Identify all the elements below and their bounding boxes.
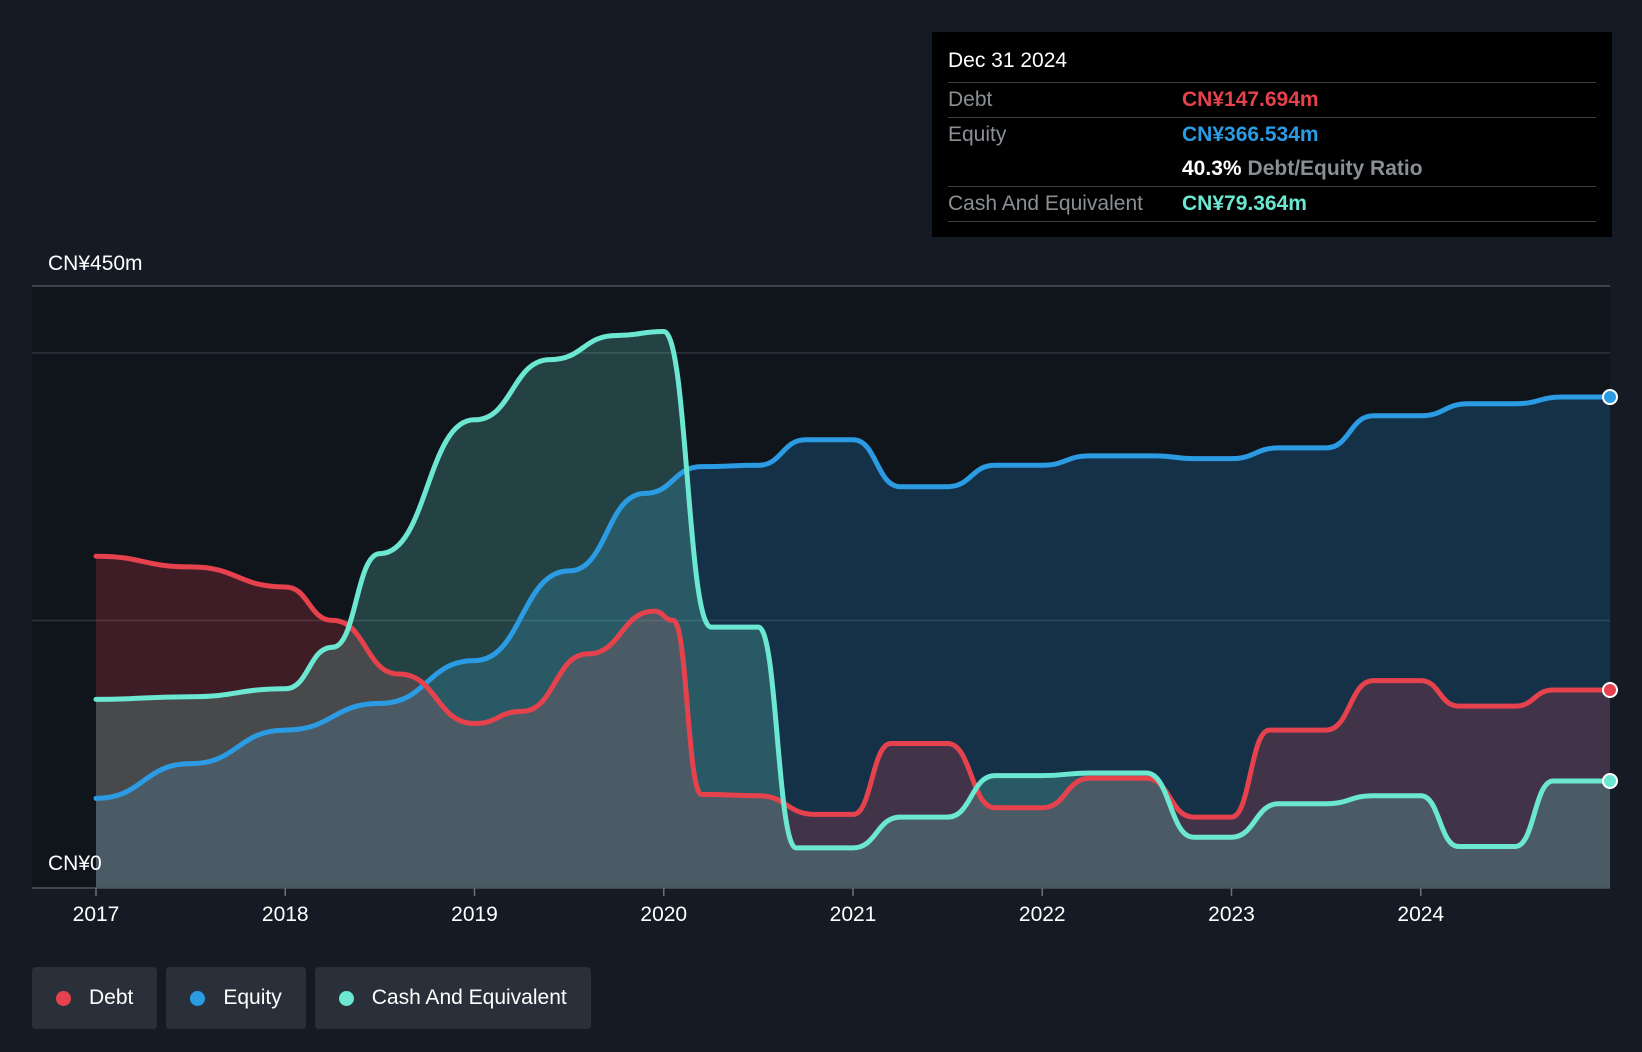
area-equity [96,397,1610,888]
x-tick-label: 2017 [73,903,120,926]
y-axis-top-label: CN¥450m [48,252,143,275]
tooltip-ratio: 40.3% Debt/Equity Ratio [1182,152,1423,186]
chart-legend: Debt Equity Cash And Equivalent [32,967,591,1029]
end-marker-equity [1602,389,1618,406]
legend-item-cash[interactable]: Cash And Equivalent [314,967,591,1029]
tooltip-row-cash: Cash And Equivalent CN¥79.364m [948,186,1596,222]
y-axis-bottom-label: CN¥0 [48,852,102,875]
tooltip-cash-label: Cash And Equivalent [948,192,1143,215]
legend-item-equity[interactable]: Equity [166,967,306,1029]
tooltip-debt-label: Debt [948,88,993,111]
legend-item-debt[interactable]: Debt [32,967,158,1029]
tooltip-equity-value: CN¥366.534m [1182,123,1319,146]
tooltip-equity-label: Equity [948,123,1007,146]
tooltip-row-debt: Debt CN¥147.694m [948,82,1596,117]
legend-label-debt: Debt [89,986,134,1009]
tooltip-row-ratio: 40.3% Debt/Equity Ratio [948,152,1596,186]
line-debt [93,553,1613,820]
tooltip-row-equity: Equity CN¥366.534m [948,117,1596,152]
x-tick-label: 2022 [1019,903,1066,926]
legend-label-equity: Equity [223,986,282,1009]
end-marker-cash [1602,772,1618,789]
x-tick-label: 2024 [1397,903,1444,926]
end-marker-debt [1602,682,1618,699]
tooltip-panel: Dec 31 2024 Debt CN¥147.694m Equity CN¥3… [932,32,1612,237]
legend-dot-equity-icon [190,990,206,1006]
x-tick-label: 2021 [830,903,877,926]
line-cash [93,329,1613,851]
tooltip-ratio-value: 40.3% [1182,157,1242,180]
x-tick-label: 2019 [451,903,498,926]
legend-dot-cash-icon [338,990,354,1006]
tooltip-ratio-label: Debt/Equity Ratio [1247,157,1423,180]
debt-equity-chart: 2017 2018 2019 2020 2021 2022 2023 2024 CN¥450m C… [32,252,1618,926]
legend-label-cash: Cash And Equivalent [371,986,567,1009]
area-cash [96,331,1610,888]
x-tick-label: 2023 [1208,903,1255,926]
legend-dot-debt-icon [56,990,71,1006]
x-tick-label: 2020 [640,903,687,926]
area-debt [96,556,1610,888]
line-equity [93,394,1613,801]
tooltip-debt-value: CN¥147.694m [1182,88,1319,111]
x-tick-label: 2018 [262,903,309,926]
tooltip-date: Dec 31 2024 [948,49,1068,72]
tooltip-cash-value: CN¥79.364m [1182,192,1307,215]
